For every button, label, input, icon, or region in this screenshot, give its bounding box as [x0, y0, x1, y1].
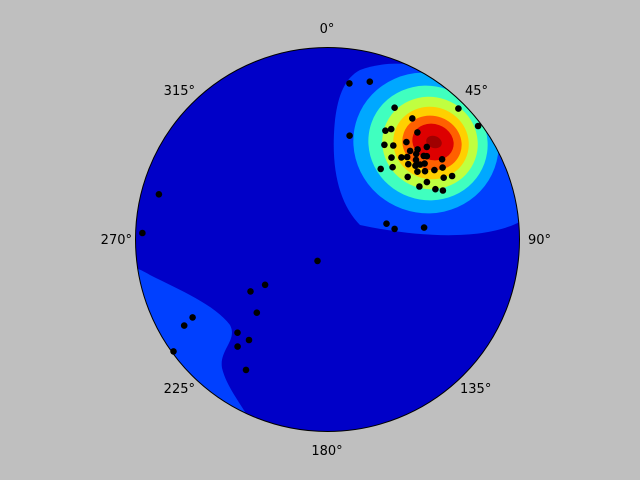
pole-point-56: [155, 191, 163, 198]
pole-point-12: [423, 152, 431, 160]
pole-point-49: [234, 343, 241, 350]
azimuth-label-180: 180°: [311, 444, 342, 459]
pole-point-53: [189, 314, 196, 321]
pole-point-31: [377, 165, 385, 173]
pole-point-34: [382, 127, 389, 134]
pole-point-41: [420, 224, 428, 231]
density-level-8: [426, 135, 442, 149]
pole-point-32: [409, 115, 416, 122]
pole-point-47: [253, 309, 261, 317]
pole-point-54: [170, 348, 177, 355]
pole-point-24: [387, 125, 395, 133]
pole-point-10: [414, 146, 421, 153]
azimuth-label-225: 225°: [164, 382, 195, 397]
pole-point-42: [391, 225, 398, 233]
azimuth-label-45: 45°: [465, 84, 488, 99]
pole-point-9: [416, 161, 424, 168]
pole-point-45: [247, 288, 254, 295]
pole-point-16: [423, 143, 431, 151]
pole-point-7: [414, 168, 421, 175]
pole-point-13: [398, 154, 405, 161]
pole-point-11: [421, 167, 429, 175]
density-contours: [135, 47, 520, 432]
azimuth-label-315: 315°: [164, 84, 195, 99]
pole-point-30: [416, 183, 423, 190]
pole-point-29: [404, 173, 412, 181]
pole-point-14: [431, 166, 438, 174]
pole-point-48: [234, 329, 241, 337]
pole-point-25: [388, 154, 395, 161]
pole-point-35: [391, 104, 398, 111]
pole-point-19: [448, 172, 456, 180]
pole-point-43: [383, 220, 390, 227]
primitive-circle: [135, 47, 520, 432]
pole-point-27: [439, 187, 447, 194]
pole-point-33: [381, 141, 388, 149]
azimuth-label-270: 270°: [101, 233, 132, 248]
pole-point-39: [455, 105, 462, 112]
azimuth-label-0: 0°: [320, 22, 335, 37]
pole-point-50: [242, 366, 250, 374]
azimuth-label-135: 135°: [460, 382, 491, 397]
pole-point-26: [432, 185, 439, 193]
pole-point-3: [403, 153, 411, 161]
pole-point-17: [439, 164, 446, 171]
pole-point-0: [412, 156, 420, 164]
pole-point-15: [403, 138, 410, 146]
pole-point-51: [245, 336, 253, 344]
pole-point-40: [474, 122, 482, 130]
pole-point-18: [440, 174, 448, 181]
pole-points: [139, 78, 482, 374]
pole-point-55: [139, 229, 146, 237]
pole-point-38: [346, 132, 353, 139]
pole-point-44: [314, 257, 321, 265]
pole-point-52: [180, 322, 188, 329]
pole-point-20: [390, 142, 397, 149]
pole-point-21: [423, 178, 431, 186]
pole-point-28: [389, 163, 396, 171]
azimuth-label-90: 90°: [528, 233, 551, 248]
pole-point-37: [346, 80, 353, 87]
pole-point-22: [438, 156, 446, 163]
pole-point-8: [406, 147, 414, 155]
pole-point-46: [261, 281, 269, 289]
pole-point-5: [405, 160, 412, 168]
pole-point-23: [414, 129, 421, 136]
pole-point-36: [366, 78, 374, 85]
